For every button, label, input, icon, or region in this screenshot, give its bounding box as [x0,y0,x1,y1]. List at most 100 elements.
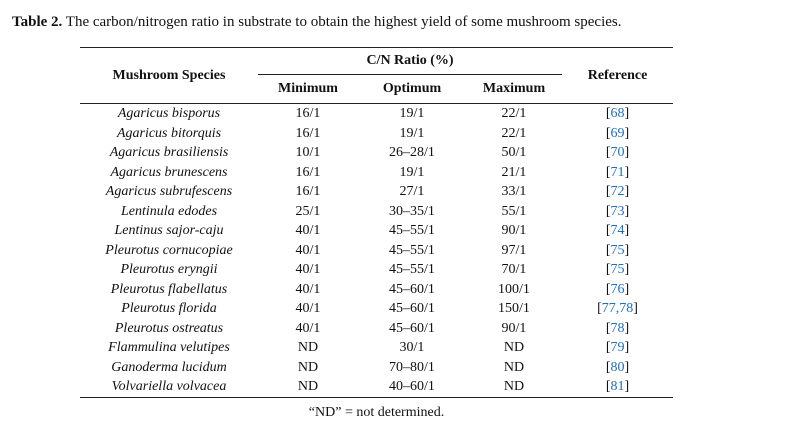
reference-cell: [77,78] [597,301,638,316]
maximum-cell: 97/1 [501,242,527,258]
maximum-cell: 70/1 [501,262,527,277]
minimum-cell: 40/1 [295,223,321,238]
species-cell: Lentinus sajor-caju [114,223,224,238]
header-minimum: Minimum [258,74,358,104]
table-caption: Table 2. The carbon/nitrogen ratio in su… [12,13,622,31]
reference-link[interactable]: 76 [610,281,625,297]
maximum-cell: 22/1 [501,125,527,141]
minimum-cell: 40/1 [295,281,321,297]
reference-link[interactable]: 75 [610,242,625,258]
minimum-cell: 16/1 [295,125,321,141]
reference-link[interactable]: 77,78 [601,301,634,316]
table-row: Lentinula edodes 25/1 30–35/1 55/1 [73] [80,202,673,222]
table-row: Agaricus bitorquis 16/1 19/1 22/1 [69] [80,124,673,144]
optimum-cell: 70–80/1 [389,359,435,375]
maximum-cell: 21/1 [501,164,527,180]
cn-ratio-table: Mushroom Species C/N Ratio (%) Reference… [80,47,673,398]
minimum-cell: 16/1 [295,184,321,199]
maximum-cell: 90/1 [501,320,527,336]
reference-cell: [74] [605,223,630,238]
reference-link[interactable]: 78 [610,320,625,336]
table-row: Pleurotus ostreatus 40/1 45–60/1 90/1 [78] [80,319,673,339]
optimum-cell: 19/1 [399,164,425,180]
minimum-cell: 40/1 [295,320,321,336]
optimum-cell: 45–60/1 [389,281,435,297]
minimum-cell: ND [258,377,358,398]
optimum-cell: 19/1 [399,106,425,121]
species-cell: Agaricus brunescens [110,164,228,180]
header-maximum: Maximum [466,74,562,104]
maximum-cell: 22/1 [501,106,527,121]
maximum-cell: 90/1 [501,223,527,238]
reference-link[interactable]: 71 [610,164,625,180]
reference-cell: [72] [605,184,630,199]
species-cell: Lentinula edodes [120,203,218,219]
reference-link[interactable]: 75 [610,262,625,277]
optimum-cell: 30–35/1 [389,203,435,219]
table-row: Pleurotus eryngii 40/1 45–55/1 70/1 [75] [80,260,673,280]
reference-cell: [71] [605,164,630,180]
maximum-cell: 150/1 [498,301,530,316]
reference-link[interactable]: 81 [610,379,625,394]
reference-link[interactable]: 68 [610,106,625,121]
table-row: Agaricus brunescens 16/1 19/1 21/1 [71] [80,163,673,183]
header-cn-ratio-group: C/N Ratio (%) [258,47,562,75]
reference-link[interactable]: 79 [610,340,625,355]
table-caption-text: The carbon/nitrogen ratio in substrate t… [62,14,622,30]
minimum-cell: ND [297,359,319,375]
maximum-cell: 50/1 [501,145,527,160]
optimum-cell: 45–55/1 [389,262,435,277]
reference-cell: [76] [605,281,630,297]
species-cell: Pleurotus ostreatus [114,320,224,336]
species-cell: Pleurotus eryngii [120,262,218,277]
species-cell: Agaricus bitorquis [116,125,222,141]
reference-cell: [81] [562,377,673,398]
reference-link[interactable]: 69 [610,125,625,141]
reference-cell: [73] [605,203,630,219]
reference-link[interactable]: 73 [610,203,625,219]
minimum-cell: 16/1 [295,164,321,180]
species-cell: Flammulina velutipes [108,340,230,355]
header-mushroom-species: Mushroom Species [80,47,258,104]
table-row: Pleurotus flabellatus 40/1 45–60/1 100/1 [76… [80,280,673,300]
table-footnote: “ND” = not determined. [308,405,445,420]
maximum-cell: ND [466,377,562,398]
species-cell: Pleurotus florida [121,301,217,316]
species-cell: Volvariella volvacea [80,377,258,398]
minimum-cell: 25/1 [295,203,321,219]
table-row: Lentinus sajor-caju 40/1 45–55/1 90/1 [74] [80,221,673,241]
maximum-cell: 55/1 [501,203,527,219]
reference-cell: [75] [605,262,630,277]
optimum-cell: 45–60/1 [389,301,435,316]
table-row: Flammulina velutipes ND 30/1 ND [79] [80,338,673,358]
maximum-cell: ND [503,340,525,355]
table-row: Agaricus subrufescens 16/1 27/1 33/1 [72] [80,182,673,202]
table-row: Agaricus brasiliensis 10/1 26–28/1 50/1 [70] [80,143,673,163]
species-cell: Agaricus bisporus [117,106,221,121]
header-optimum: Optimum [358,74,466,104]
reference-link[interactable]: 80 [610,359,625,375]
reference-link[interactable]: 70 [610,145,625,160]
header-reference: Reference [562,47,673,104]
species-cell: Pleurotus cornucopiae [105,242,233,258]
reference-link[interactable]: 74 [610,223,625,238]
minimum-cell: 16/1 [295,106,321,121]
minimum-cell: 40/1 [295,301,321,316]
table-row: Pleurotus cornucopiae 40/1 45–55/1 97/1 [75] [80,241,673,261]
reference-cell: [68] [605,106,630,121]
optimum-cell: 45–55/1 [389,223,435,238]
reference-cell: [69] [605,125,630,141]
reference-cell: [75] [605,242,630,258]
reference-link[interactable]: 72 [610,184,625,199]
optimum-cell: 45–55/1 [389,242,435,258]
table-row: Pleurotus florida 40/1 45–60/1 150/1 [77,78] [80,299,673,319]
reference-cell: [70] [605,145,630,160]
table-row: Agaricus bisporus 16/1 19/1 22/1 [68] [80,104,673,124]
table-row: Volvariella volvacea ND 40–60/1 ND [81] [80,377,673,398]
minimum-cell: 10/1 [295,145,321,160]
reference-cell: [80] [605,359,630,375]
species-cell: Agaricus brasiliensis [109,145,229,160]
minimum-cell: ND [297,340,319,355]
maximum-cell: 100/1 [498,281,530,297]
table-body: Agaricus bisporus 16/1 19/1 22/1 [68] Agaric… [80,104,673,398]
